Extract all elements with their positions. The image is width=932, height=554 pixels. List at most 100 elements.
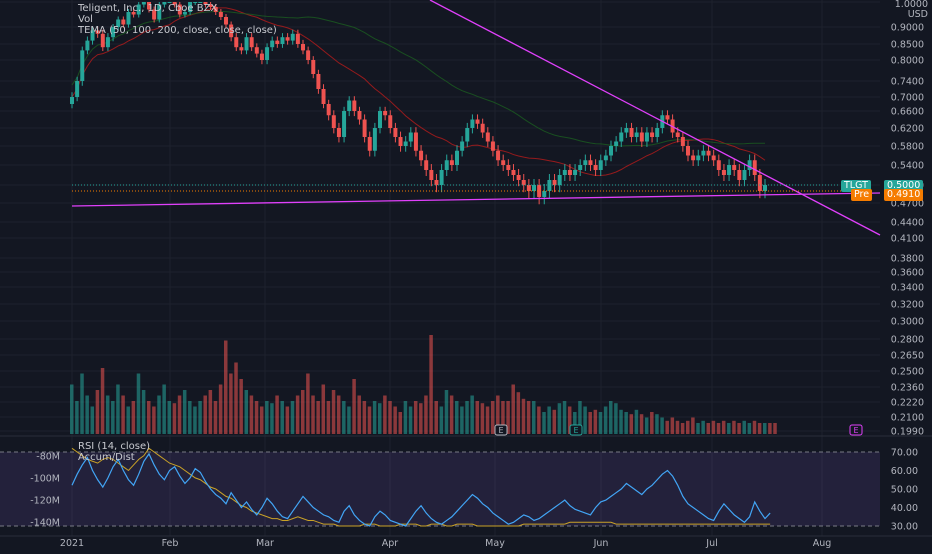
volume-bar bbox=[490, 401, 495, 434]
candle-body bbox=[593, 165, 598, 170]
rsi-legend: RSI (14, close) bbox=[78, 441, 151, 452]
volume-bar bbox=[80, 373, 84, 434]
volume-bar bbox=[403, 401, 408, 434]
volume-bar bbox=[578, 401, 582, 434]
candle-body bbox=[182, 12, 187, 15]
y-tick-label: 0.9000 bbox=[891, 23, 924, 34]
candle-body bbox=[516, 175, 521, 180]
volume-bar bbox=[465, 401, 469, 434]
candle-body bbox=[614, 141, 619, 146]
volume-bar bbox=[768, 423, 772, 434]
volume-bar bbox=[727, 423, 731, 434]
y-tick-label: 0.2360 bbox=[891, 383, 924, 394]
volume-bar bbox=[131, 401, 136, 434]
volume-bar bbox=[670, 417, 675, 434]
candle-body bbox=[239, 47, 244, 51]
volume-bar bbox=[706, 423, 711, 434]
volume-bars bbox=[70, 335, 777, 434]
candle-body bbox=[95, 30, 100, 34]
candle-body bbox=[752, 160, 757, 175]
volume-bar bbox=[598, 412, 603, 434]
candle-body bbox=[198, 2, 203, 3]
volume-bar bbox=[742, 420, 746, 434]
candle-body bbox=[254, 47, 259, 54]
ad-tick-label: -120M bbox=[30, 496, 60, 507]
volume-bar bbox=[588, 412, 592, 434]
volume-bar bbox=[275, 395, 279, 434]
candle-body bbox=[562, 170, 567, 175]
volume-bar bbox=[218, 384, 223, 434]
candle-body bbox=[757, 175, 762, 191]
candle-body bbox=[208, 4, 213, 7]
candle-body bbox=[619, 132, 624, 142]
candle-body bbox=[434, 180, 439, 185]
x-tick-label: Jun bbox=[593, 538, 609, 549]
currency-top-tick: 1.0000 bbox=[894, 0, 928, 10]
tema-legend: TEMA (50, 100, 200, close, close, close) bbox=[78, 25, 277, 36]
candle-body bbox=[244, 37, 249, 51]
candle-body bbox=[141, 2, 146, 5]
y-tick-label: 0.3600 bbox=[891, 268, 924, 279]
volume-bar bbox=[244, 390, 249, 434]
volume-bar bbox=[660, 417, 664, 434]
candle-body bbox=[588, 160, 593, 165]
candle-body bbox=[455, 150, 459, 165]
volume-bar bbox=[208, 390, 213, 434]
candle-body bbox=[480, 123, 485, 133]
volume-bar bbox=[136, 373, 141, 434]
volume-bar bbox=[352, 379, 356, 434]
y-tick-label: 0.2500 bbox=[891, 367, 924, 378]
candle-body bbox=[234, 37, 239, 48]
volume-bar bbox=[521, 398, 526, 434]
y-tick-label: 0.2650 bbox=[891, 351, 924, 362]
y-tick-label: 0.7000 bbox=[891, 93, 924, 104]
volume-bar bbox=[629, 414, 634, 434]
currency-code: USD bbox=[907, 9, 928, 20]
candle-body bbox=[686, 146, 690, 156]
x-tick-label: Jul bbox=[705, 538, 717, 549]
volume-bar bbox=[172, 403, 177, 434]
earnings-marker bbox=[569, 424, 583, 436]
candle-body bbox=[711, 155, 716, 161]
candle-body bbox=[537, 185, 542, 197]
tema-line-slow bbox=[71, 10, 765, 147]
volume-bar bbox=[686, 420, 690, 434]
volume-bar bbox=[167, 401, 172, 434]
candle-body bbox=[567, 170, 572, 175]
descending-trend-line bbox=[429, 0, 881, 236]
y-tick-label: 0.2220 bbox=[891, 398, 924, 409]
volume-bar bbox=[773, 423, 777, 434]
volume-bar bbox=[111, 401, 115, 434]
volume-bar bbox=[413, 401, 418, 434]
volume-bar bbox=[347, 406, 351, 434]
candle-body bbox=[573, 170, 578, 175]
volume-bar bbox=[408, 406, 413, 434]
rsi-tick-label: 40.00 bbox=[891, 503, 918, 514]
candle-body bbox=[352, 100, 357, 111]
volume-bar bbox=[254, 401, 259, 434]
volume-bar bbox=[680, 423, 685, 434]
volume-bar bbox=[614, 403, 618, 434]
volume-bar bbox=[480, 403, 485, 434]
candle-body bbox=[218, 12, 223, 17]
volume-bar bbox=[511, 384, 515, 434]
candle-body bbox=[655, 128, 660, 137]
accum-dist-line bbox=[71, 447, 771, 527]
volume-bar bbox=[444, 390, 449, 434]
candle-body bbox=[321, 89, 326, 104]
volume-bar bbox=[701, 420, 705, 434]
volume-bar bbox=[100, 368, 105, 434]
candle-body bbox=[701, 150, 706, 156]
candle-body bbox=[121, 19, 126, 25]
volume-bar bbox=[259, 406, 264, 434]
volume-bar bbox=[295, 395, 300, 434]
ad-tick-label: -100M bbox=[30, 474, 60, 485]
candle-body bbox=[398, 137, 403, 146]
volume-bar bbox=[557, 403, 562, 434]
candle-body bbox=[188, 2, 193, 12]
volume-bar bbox=[455, 401, 459, 434]
candle-body bbox=[131, 12, 136, 15]
volume-bar bbox=[434, 401, 438, 434]
